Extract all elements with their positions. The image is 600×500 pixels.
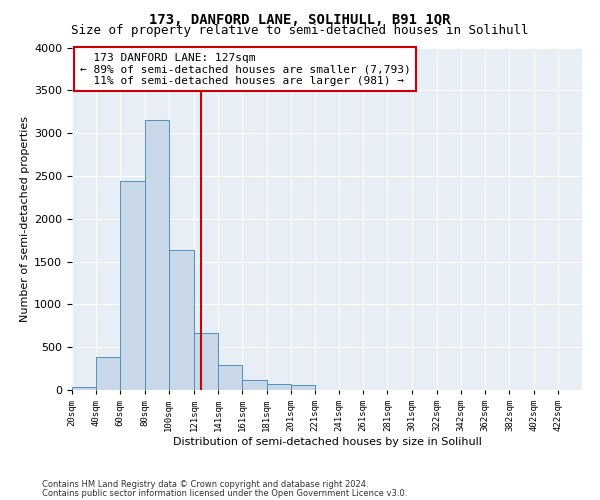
Bar	[72, 388, 96, 390]
Bar	[194, 332, 218, 390]
Text: Contains HM Land Registry data © Crown copyright and database right 2024.: Contains HM Land Registry data © Crown c…	[42, 480, 368, 489]
Text: 173, DANFORD LANE, SOLIHULL, B91 1QR: 173, DANFORD LANE, SOLIHULL, B91 1QR	[149, 12, 451, 26]
Text: Contains public sector information licensed under the Open Government Licence v3: Contains public sector information licen…	[42, 488, 407, 498]
Bar	[145, 120, 169, 390]
X-axis label: Distribution of semi-detached houses by size in Solihull: Distribution of semi-detached houses by …	[173, 437, 481, 447]
Bar	[169, 250, 194, 390]
Bar	[242, 380, 266, 390]
Bar	[291, 386, 315, 390]
Bar	[96, 356, 121, 390]
Bar	[266, 384, 291, 390]
Text: Size of property relative to semi-detached houses in Solihull: Size of property relative to semi-detach…	[71, 24, 529, 37]
Bar	[121, 181, 145, 390]
Y-axis label: Number of semi-detached properties: Number of semi-detached properties	[20, 116, 30, 322]
Bar	[218, 365, 242, 390]
Text: 173 DANFORD LANE: 127sqm
← 89% of semi-detached houses are smaller (7,793)
  11%: 173 DANFORD LANE: 127sqm ← 89% of semi-d…	[80, 52, 410, 86]
